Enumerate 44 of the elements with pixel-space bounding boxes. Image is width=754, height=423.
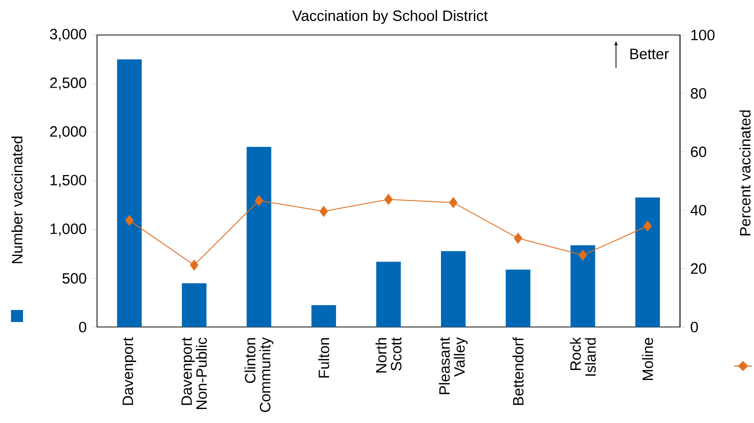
bar [440, 251, 466, 327]
point [449, 196, 458, 208]
y2-tick-label: 100 [691, 30, 715, 40]
point [319, 206, 328, 217]
x-tick-label: Fulton [318, 338, 330, 378]
y2-tick-label: 40 [690, 204, 706, 216]
y2-tick-label: 60 [690, 146, 706, 158]
y-tick-label: 2,000 [50, 126, 86, 138]
point [514, 232, 522, 244]
y-tick-label: 3,000 [50, 28, 86, 42]
x-tick-label: Rock Island [570, 337, 596, 376]
bar [635, 198, 660, 327]
y-tick-label: 1,000 [50, 223, 86, 236]
x-tick-label: Clinton Community [244, 337, 274, 412]
y2-axis-title: Percent vaccinated [740, 110, 750, 236]
bar [506, 270, 530, 327]
y-tick-label: 500 [62, 273, 86, 284]
point [190, 259, 198, 271]
x-tick-label: Moline [642, 338, 654, 380]
point [643, 220, 652, 232]
y2-tick-label: 80 [690, 88, 706, 99]
chart-title: Vaccination by School District [292, 10, 488, 24]
y-tick-label: 0 [79, 322, 86, 332]
bar [570, 245, 596, 327]
bar [246, 146, 272, 327]
point [254, 194, 264, 206]
x-tick-label: Pleasant Valley [438, 337, 468, 394]
bar [182, 283, 206, 327]
bar [117, 59, 142, 327]
y-tick-label: 1,500 [50, 174, 86, 188]
y-tick-label: 2,500 [50, 77, 86, 90]
y-axis-title: Number vaccinated [12, 136, 22, 264]
bar [311, 305, 336, 327]
point [384, 194, 393, 206]
x-tick-label: Davenport [122, 337, 136, 405]
x-tick-label: Bettendorf [512, 337, 524, 405]
y2-tick-label: 20 [690, 263, 706, 274]
point [125, 214, 134, 226]
annotation: Better [630, 48, 669, 60]
bar [376, 262, 401, 327]
x-tick-label: North Scott [376, 337, 402, 373]
point [578, 250, 588, 261]
y2-tick-label: 0 [690, 322, 698, 332]
x-tick-label: Davenport Non-Public [181, 337, 207, 410]
